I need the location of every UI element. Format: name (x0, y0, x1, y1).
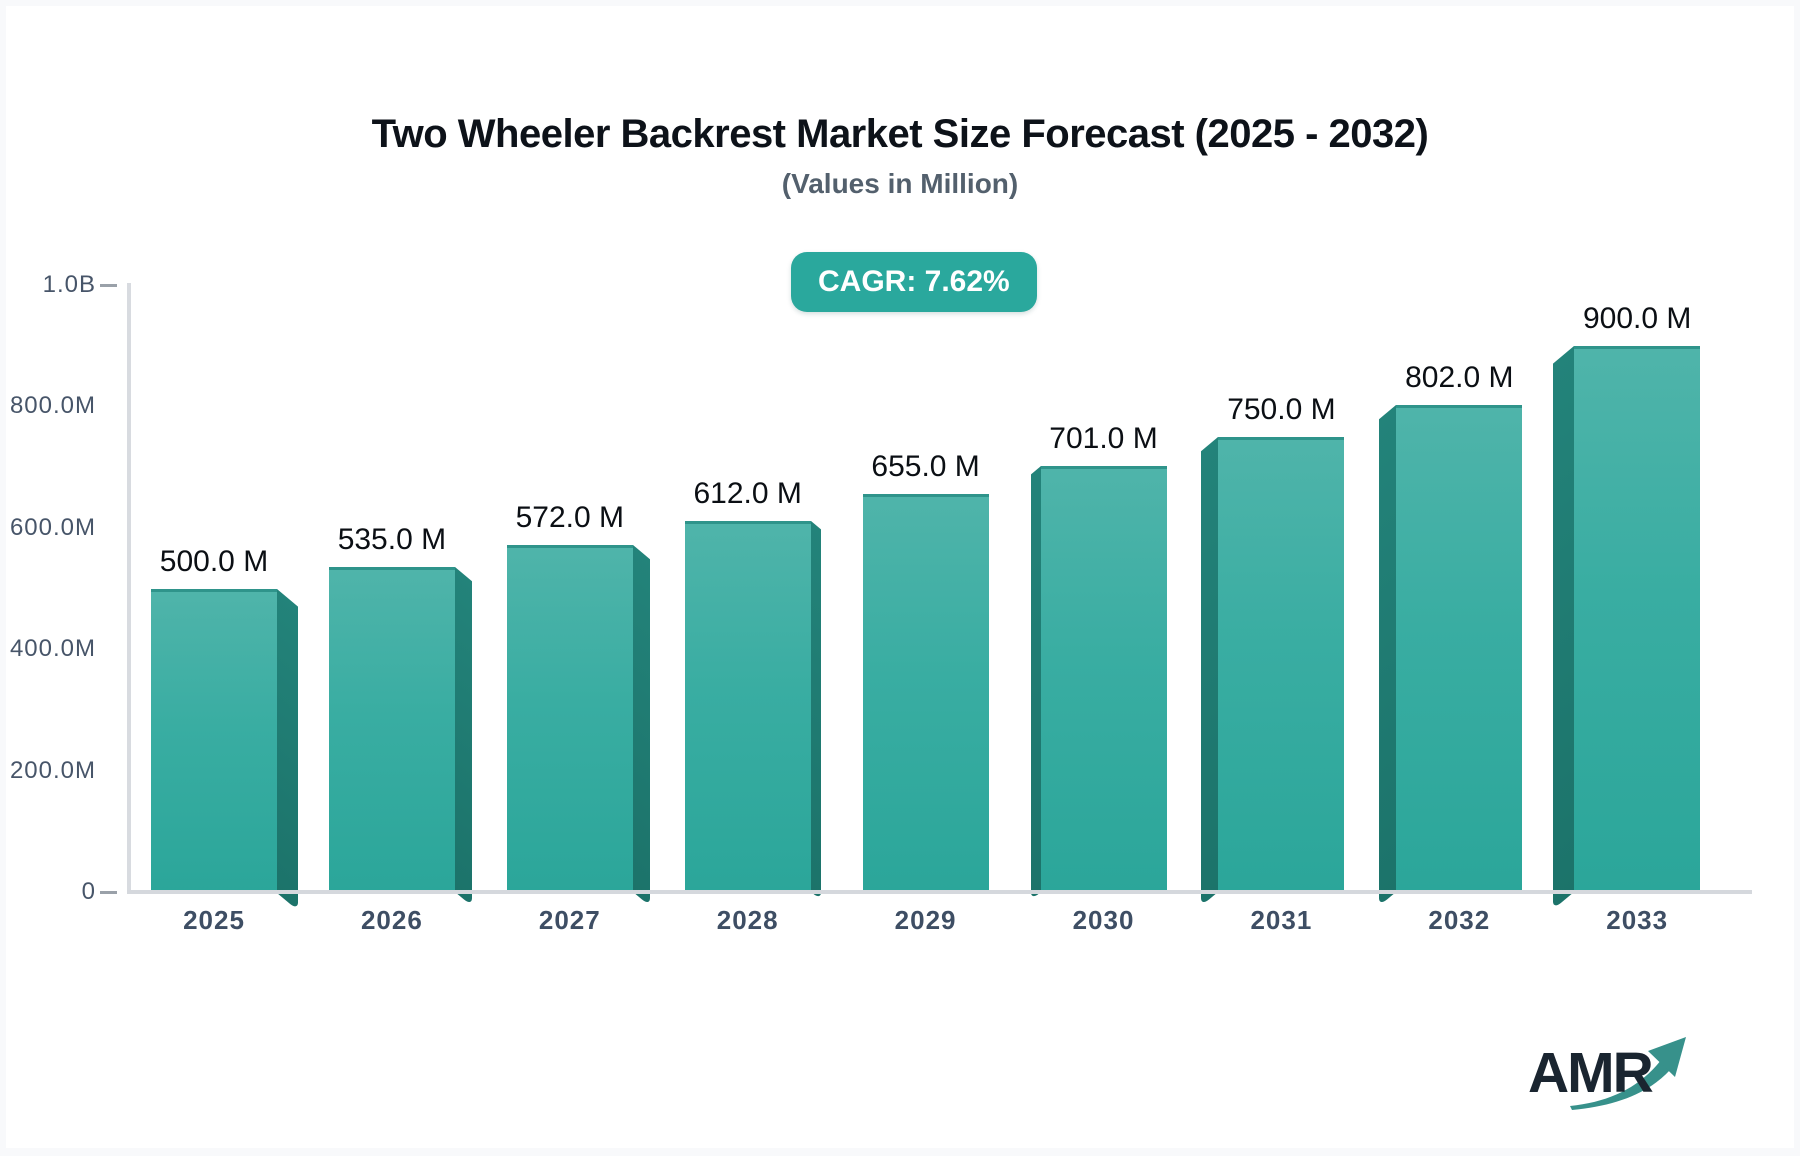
x-axis-label: 2025 (183, 905, 245, 935)
bar-value-label: 802.0 M (1405, 361, 1514, 395)
bar-side-face (1379, 405, 1397, 907)
bar-value-label: 572.0 M (515, 500, 624, 534)
bar-side-face (1030, 466, 1041, 901)
bar-side-face (454, 567, 472, 907)
bar-main-face[interactable] (684, 520, 811, 892)
x-axis-label: 2031 (1250, 905, 1313, 935)
logo-text: AMR (1528, 1041, 1653, 1105)
bar-side-face (277, 588, 298, 910)
x-axis-label: 2030 (1072, 905, 1135, 935)
x-axis-label: 2033 (1606, 905, 1669, 935)
bar-main-face[interactable] (328, 567, 455, 892)
bar-main-face[interactable] (151, 588, 277, 892)
bar-value-label: 750.0 M (1227, 392, 1336, 426)
bar-value-label: 900.0 M (1582, 301, 1692, 335)
logo-arrowhead-icon (1648, 1037, 1686, 1077)
bar-value-label: 535.0 M (337, 523, 447, 557)
cagr-badge: CAGR: 7.62% (791, 252, 1037, 312)
x-axis-label: 2032 (1428, 905, 1491, 935)
logo-swoosh-arrow-icon (1570, 1060, 1670, 1110)
bar-main-face[interactable] (1574, 345, 1701, 892)
bar-side-face (810, 520, 821, 901)
amr-logo: AMR (1528, 1037, 1686, 1110)
bar-main-face[interactable] (1040, 466, 1167, 892)
chart-title: Two Wheeler Backrest Market Size Forecas… (371, 112, 1429, 156)
y-tick-label: 200.0M (9, 756, 96, 784)
bar-main-face[interactable] (1218, 436, 1345, 892)
bar-value-label: 612.0 M (693, 476, 802, 510)
chart-subtitle: (Values in Million) (781, 168, 1019, 199)
bar-value-label: 500.0 M (159, 544, 269, 578)
bar-main-face[interactable] (506, 544, 633, 892)
y-tick-label: 800.0M (9, 392, 96, 420)
bar-side-face (632, 544, 650, 907)
bar-main-face[interactable] (862, 494, 989, 892)
x-axis-label: 2029 (894, 905, 957, 935)
x-axis-line (127, 890, 1752, 894)
bar-side-face (1201, 436, 1219, 907)
y-tick-label: 1.0B (42, 271, 96, 298)
y-axis-line (127, 283, 131, 894)
bar-main-face[interactable] (1396, 405, 1523, 892)
y-tick-label: 0 (81, 878, 96, 905)
bar-value-label: 655.0 M (871, 450, 980, 484)
y-tick-mark (100, 283, 117, 287)
y-tick-mark (100, 890, 117, 894)
x-axis-label: 2028 (716, 905, 779, 935)
x-axis-label: 2026 (360, 905, 423, 935)
y-tick-label: 600.0M (9, 513, 96, 541)
x-axis-label: 2027 (538, 905, 601, 935)
bar-side-face (1553, 345, 1575, 910)
bar-value-label: 701.0 M (1049, 422, 1158, 456)
y-tick-label: 400.0M (9, 635, 96, 663)
